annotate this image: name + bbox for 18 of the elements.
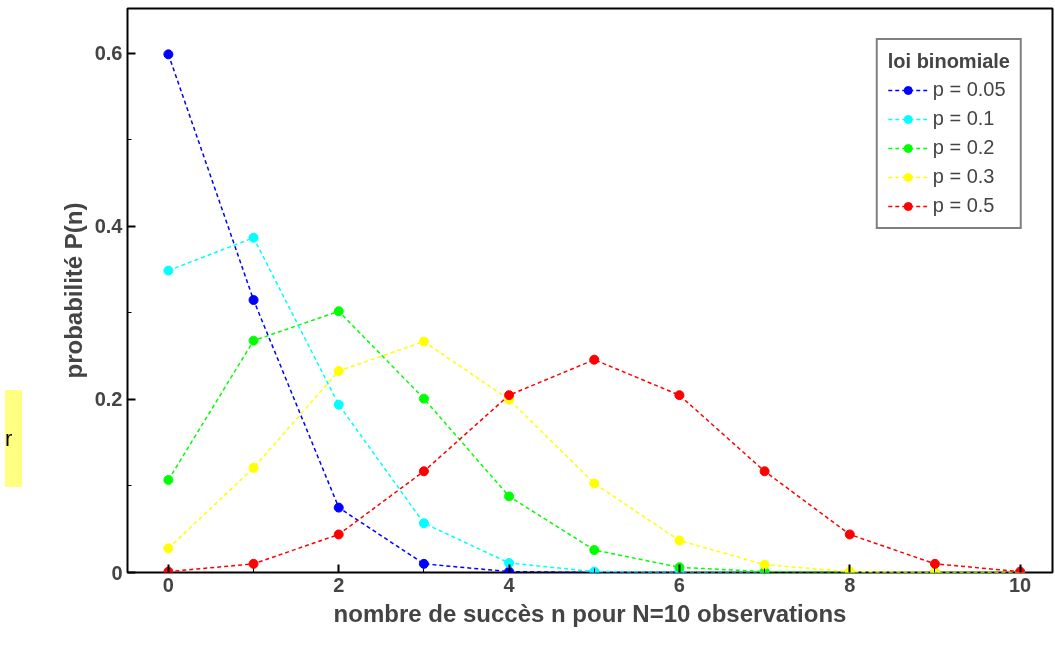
x-tick-label: 4: [503, 573, 516, 596]
x-tick-label: 10: [1009, 573, 1032, 596]
legend-label: p = 0.2: [932, 136, 995, 159]
y-tick-label: 0.6: [94, 42, 123, 65]
x-tick-label: 2: [333, 573, 345, 596]
x-tick-label: 0: [162, 573, 174, 596]
text: r: [5, 424, 13, 453]
x-axis-title: nombre de succès n pour N=10 observations: [333, 599, 847, 627]
legend-title: loi binomiale: [887, 50, 1010, 73]
x-tick-label: 6: [673, 573, 685, 596]
x-tick-label: 8: [844, 573, 856, 596]
legend-label: p = 0.5: [932, 194, 995, 217]
y-tick-label: 0.2: [94, 388, 123, 411]
legend-label: p = 0.1: [932, 107, 995, 130]
y-tick-label: 0.4: [94, 215, 124, 238]
legend-label: p = 0.05: [932, 78, 1006, 101]
y-axis-title: probabilité P(n): [59, 202, 87, 379]
legend-label: p = 0.3: [932, 165, 995, 188]
